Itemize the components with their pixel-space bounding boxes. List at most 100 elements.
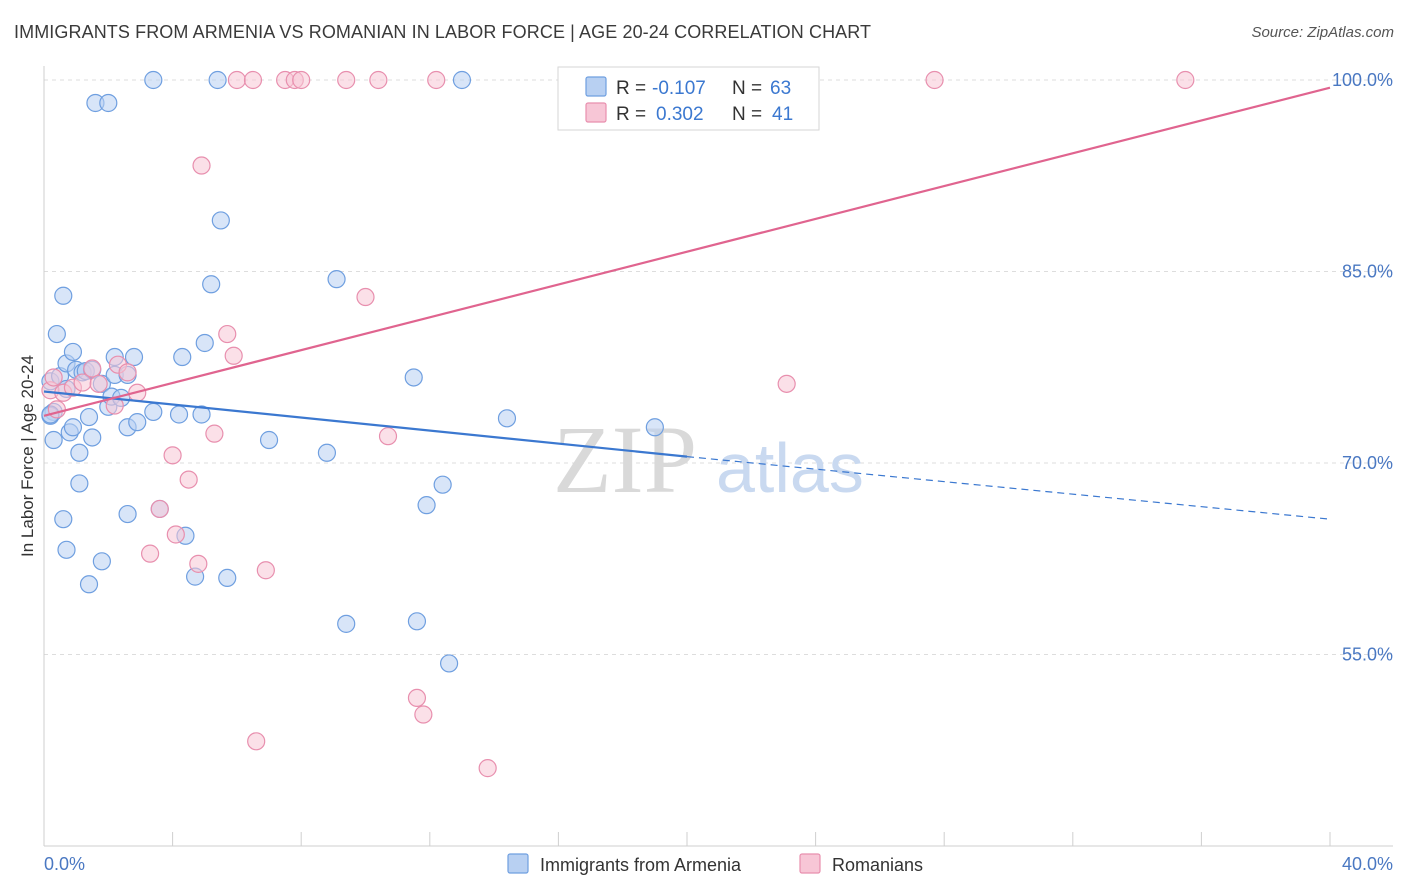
romanians-point <box>378 427 398 446</box>
romanians-point <box>407 688 427 708</box>
armenia-point <box>83 428 102 447</box>
y-tick-label: 70.0% <box>1342 453 1393 473</box>
legend-n-value-1: 63 <box>770 78 791 99</box>
romanians-point <box>427 70 446 90</box>
y-tick-labels: 55.0% 70.0% 85.0% 100.0% <box>1332 70 1393 665</box>
armenia-point <box>79 575 99 594</box>
legend-swatch-armenia <box>585 76 607 97</box>
legend-n-label-1: N = <box>732 78 762 99</box>
romanians-point <box>44 368 63 387</box>
armenia-trendline <box>43 390 688 458</box>
watermark: ZIP atlas <box>553 406 864 513</box>
y-axis-title: In Labor Force | Age 20-24 <box>18 355 37 557</box>
armenia-point <box>327 270 346 289</box>
watermark-zip: ZIP <box>553 406 697 513</box>
armenia-point <box>195 333 214 353</box>
romanians-point <box>47 400 66 419</box>
romanians-point <box>478 759 497 778</box>
armenia-point <box>417 496 436 515</box>
romanians-point <box>1176 70 1195 90</box>
stats-legend: R = -0.107 N = 63 R = 0.302 N = 41 <box>557 66 820 131</box>
y-tick-label: 100.0% <box>1332 70 1393 90</box>
legend-n-value-2: 41 <box>772 104 793 125</box>
romanians-point <box>192 156 211 175</box>
source-note: Source: ZipAtlas.com <box>1251 24 1394 41</box>
armenia-point <box>259 430 279 450</box>
armenia-point <box>439 654 459 673</box>
romanians-point <box>414 705 433 724</box>
armenia-point <box>57 540 76 559</box>
bottom-legend-swatch-armenia <box>507 853 529 874</box>
legend-r-label-2: R = <box>616 104 646 125</box>
armenia-point <box>211 211 230 230</box>
armenia-point <box>63 342 83 362</box>
romanians-point <box>89 374 108 393</box>
armenia-point <box>79 407 99 427</box>
bottom-legend-label-armenia: Immigrants from Armenia <box>540 855 742 875</box>
armenia-point <box>144 70 163 90</box>
armenia-point <box>169 405 189 424</box>
armenia-point <box>202 275 221 294</box>
bottom-legend: Immigrants from Armenia Romanians <box>507 853 923 875</box>
watermark-atlas: atlas <box>716 429 864 507</box>
armenia-point <box>118 504 137 524</box>
grid-lines <box>44 79 1393 655</box>
armenia-point <box>124 347 144 367</box>
legend-r-value-1: -0.107 <box>652 78 706 99</box>
romanians-point <box>337 70 356 90</box>
axes <box>43 66 1393 847</box>
armenia-point <box>218 568 237 588</box>
armenia-point <box>54 510 73 529</box>
romanians-point <box>356 287 375 307</box>
romanians-point <box>205 424 224 443</box>
armenia-point <box>70 443 89 462</box>
romanians-point <box>227 70 246 90</box>
romanians-point <box>292 70 311 90</box>
armenia-point <box>317 443 337 462</box>
romanians-point <box>83 359 102 378</box>
romanians-point <box>166 525 185 544</box>
romanians-point <box>243 70 263 90</box>
armenia-point <box>63 418 83 437</box>
armenia-point <box>404 368 423 387</box>
romanians-point <box>140 544 160 563</box>
romanians-point <box>118 363 137 382</box>
armenia-point <box>70 474 89 493</box>
trendlines <box>43 86 1331 520</box>
legend-swatch-romanians <box>585 102 607 123</box>
bottom-legend-label-romanians: Romanians <box>832 855 923 875</box>
armenia-point <box>144 402 163 422</box>
armenia-point <box>645 418 664 437</box>
armenia-point <box>44 430 63 450</box>
romanians-point <box>163 446 182 465</box>
romanians-point <box>179 470 198 489</box>
armenia-point <box>192 405 211 424</box>
x-tick-label-max: 40.0% <box>1342 854 1393 874</box>
romanians-point <box>189 554 208 573</box>
romanians-point <box>224 346 243 365</box>
legend-n-label-2: N = <box>732 104 762 125</box>
armenia-point <box>92 552 111 571</box>
armenia-point <box>173 347 192 367</box>
chart-title: IMMIGRANTS FROM ARMENIA VS ROMANIAN IN L… <box>14 22 872 42</box>
x-ticks <box>172 832 1331 846</box>
y-tick-label: 55.0% <box>1342 645 1393 665</box>
romanians-point <box>247 732 266 751</box>
armenia-point <box>208 70 227 90</box>
bottom-legend-swatch-romanians <box>799 853 821 874</box>
romanians-point <box>150 499 169 519</box>
armenia-point <box>433 475 452 494</box>
armenia-point <box>99 93 118 113</box>
romanians-trendline <box>43 86 1331 417</box>
armenia-point <box>47 324 66 344</box>
armenia-point <box>128 413 147 432</box>
y-tick-label: 85.0% <box>1342 262 1393 282</box>
romanians-point <box>777 374 796 393</box>
romanians-point <box>218 324 237 344</box>
armenia-point <box>407 612 427 631</box>
x-tick-label-min: 0.0% <box>44 854 85 874</box>
romanians-point <box>925 70 944 90</box>
romanians-point <box>369 70 388 90</box>
legend-r-value-2: 0.302 <box>656 104 704 125</box>
